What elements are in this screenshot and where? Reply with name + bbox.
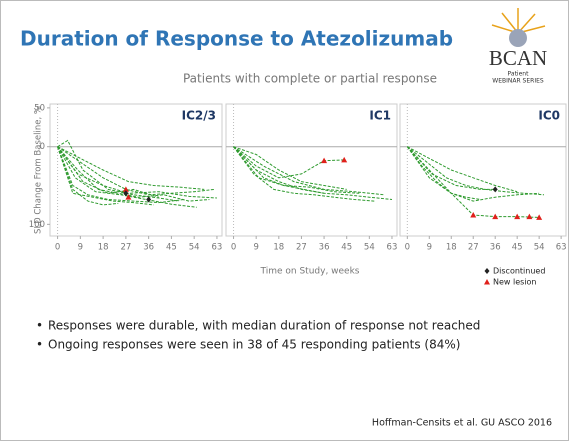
response-line <box>57 146 215 196</box>
x-tick-label: 27 <box>296 243 307 253</box>
panel-frame <box>49 103 223 237</box>
new-lesion-marker <box>536 214 543 220</box>
panel-frame <box>399 103 567 237</box>
response-line <box>407 146 518 193</box>
new-lesion-marker <box>125 194 132 200</box>
y-tick-label: 50 <box>34 103 45 113</box>
discontinued-marker <box>484 268 490 274</box>
legend-label: Discontinued <box>493 267 545 276</box>
x-tick-label: 45 <box>166 243 177 253</box>
logo-globe <box>509 29 527 47</box>
panel-title: IC2/3 <box>182 109 216 123</box>
x-axis-label: Time on Study, weeks <box>260 267 360 277</box>
logo-line1: Patient <box>508 71 530 78</box>
logo: BCAN Patient WEBINAR SERIES <box>489 8 547 85</box>
discontinued-marker <box>492 186 498 193</box>
x-tick-label: 27 <box>120 243 131 253</box>
x-tick-label: 36 <box>490 243 501 253</box>
x-tick-label: 54 <box>534 243 545 253</box>
x-tick-label: 9 <box>253 243 258 253</box>
response-line <box>233 146 325 194</box>
x-tick-label: 27 <box>468 243 479 253</box>
bullet-text: Ongoing responses were seen in 38 of 45 … <box>48 338 460 352</box>
response-line <box>233 146 360 194</box>
response-line <box>57 146 185 204</box>
new-lesion-marker <box>122 186 129 192</box>
bullet: • <box>36 319 43 333</box>
response-line <box>57 146 119 206</box>
new-lesion-marker <box>526 213 533 220</box>
new-lesion-marker <box>514 213 521 220</box>
x-tick-label: 18 <box>273 243 284 253</box>
x-tick-label: 36 <box>143 243 154 253</box>
x-tick-label: 63 <box>387 243 398 253</box>
x-tick-label: 63 <box>212 243 223 253</box>
response-line <box>406 146 496 190</box>
x-tick-label: 18 <box>446 243 457 253</box>
response-line <box>406 146 545 196</box>
y-tick-label: 100 <box>29 220 45 230</box>
bullet-text: Responses were durable, with median dura… <box>48 319 480 333</box>
x-tick-label: 0 <box>231 243 236 253</box>
discontinued-marker <box>146 196 152 203</box>
panel-frame <box>225 103 398 237</box>
x-tick-label: 9 <box>78 243 83 253</box>
panel-title: IC1 <box>369 109 391 123</box>
y-axis-label: SLD Change From Baseline, % <box>34 106 44 234</box>
logo-line2: WEBINAR SERIES <box>492 78 544 85</box>
response-line <box>233 146 345 179</box>
panel-title: IC0 <box>538 109 560 123</box>
x-tick-label: 18 <box>98 243 109 253</box>
response-line <box>57 139 180 202</box>
x-tick-label: 0 <box>55 243 60 253</box>
x-tick-label: 54 <box>364 243 375 253</box>
x-tick-label: 36 <box>319 243 330 253</box>
logo-name: BCAN <box>489 46 547 70</box>
response-line <box>57 146 217 199</box>
new-lesion-marker <box>321 157 328 164</box>
response-line <box>233 146 385 196</box>
response-line <box>57 146 154 206</box>
x-tick-label: 45 <box>341 243 352 253</box>
response-line <box>233 146 393 200</box>
new-lesion-marker <box>341 156 348 163</box>
response-line <box>57 146 197 208</box>
new-lesion-marker <box>470 212 477 218</box>
response-line <box>57 146 205 190</box>
chart-subtitle: Patients with complete or partial respon… <box>183 72 437 86</box>
new-lesion-marker <box>484 279 490 285</box>
x-tick-label: 54 <box>189 243 200 253</box>
x-tick-label: 0 <box>405 243 410 253</box>
new-lesion-marker <box>492 213 499 220</box>
x-tick-label: 63 <box>556 243 567 253</box>
x-tick-label: 45 <box>512 243 523 253</box>
slide-title: Duration of Response to Atezolizumab <box>20 27 453 51</box>
response-line <box>233 146 347 190</box>
y-tick-label: 0 <box>40 142 45 152</box>
discontinued-marker <box>123 190 129 197</box>
legend-label: New lesion <box>493 278 537 287</box>
x-tick-label: 9 <box>427 243 432 253</box>
response-line <box>406 146 540 202</box>
bullet: • <box>36 338 43 352</box>
citation: Hoffman-Censits et al. GU ASCO 2016 <box>372 418 552 429</box>
response-line <box>406 146 481 200</box>
